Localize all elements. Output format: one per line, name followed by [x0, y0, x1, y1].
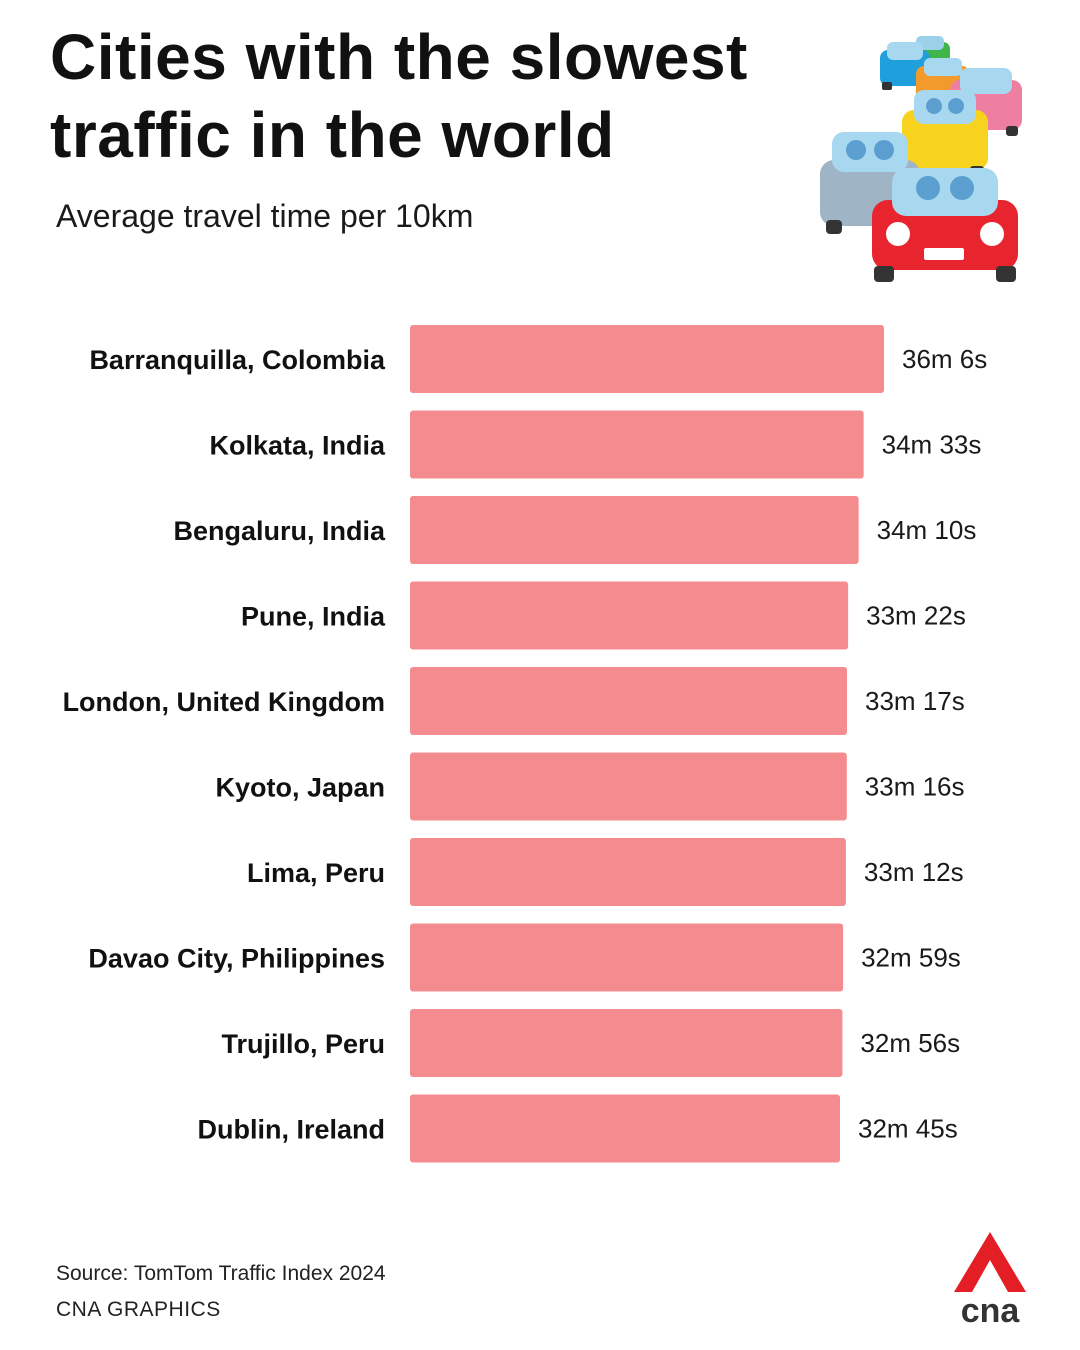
category-label: Pune, India: [241, 602, 386, 632]
cna-logo-text: cna: [961, 1292, 1021, 1330]
chart-title-line-1: Cities with the slowest: [50, 21, 748, 93]
category-label: London, United Kingdom: [63, 687, 385, 717]
chart-title-line-2: traffic in the world: [50, 99, 615, 171]
category-label: Barranquilla, Colombia: [89, 345, 386, 375]
value-label: 32m 56s: [860, 1028, 960, 1058]
bar-10: [410, 1094, 841, 1163]
traffic-jam-cars-illustration: [820, 36, 1022, 282]
bar-8: [410, 923, 844, 992]
value-label: 34m 33s: [882, 430, 982, 460]
category-label: Bengaluru, India: [173, 516, 386, 546]
value-label: 33m 16s: [865, 772, 965, 802]
category-label: Trujillo, Peru: [221, 1029, 385, 1059]
category-label: Davao City, Philippines: [88, 944, 385, 974]
bar-chart: Barranquilla, Colombia 36m 6s Kolkata, Ind…: [63, 325, 987, 1163]
bar-4: [410, 581, 849, 650]
value-label: 33m 17s: [865, 686, 965, 716]
source-note: Source: TomTom Traffic Index 2024: [56, 1262, 386, 1285]
category-label: Kyoto, Japan: [215, 773, 385, 803]
value-label: 33m 12s: [864, 857, 964, 887]
category-label: Dublin, Ireland: [197, 1115, 385, 1145]
yellow-car-icon: [902, 90, 988, 178]
category-label: Lima, Peru: [247, 858, 385, 888]
bar-7: [410, 838, 846, 906]
cna-logo: cna: [954, 1232, 1026, 1330]
bar-5: [410, 667, 848, 735]
value-label: 32m 45s: [858, 1114, 958, 1144]
bar-9: [410, 1009, 843, 1077]
category-label: Kolkata, India: [209, 431, 386, 461]
chart-subtitle: Average travel time per 10km: [56, 198, 474, 234]
bar-2: [410, 410, 864, 479]
bar-1: [410, 325, 884, 393]
chart-title: Cities with the slowest traffic in the w…: [50, 18, 830, 174]
value-label: 34m 10s: [877, 515, 977, 545]
bar-6: [410, 752, 847, 821]
graphics-credit: CNA GRAPHICS: [56, 1298, 221, 1321]
value-label: 36m 6s: [902, 344, 987, 374]
bar-3: [410, 496, 859, 564]
red-car-icon: [872, 168, 1018, 282]
value-label: 32m 59s: [861, 943, 961, 973]
value-label: 33m 22s: [866, 601, 966, 631]
